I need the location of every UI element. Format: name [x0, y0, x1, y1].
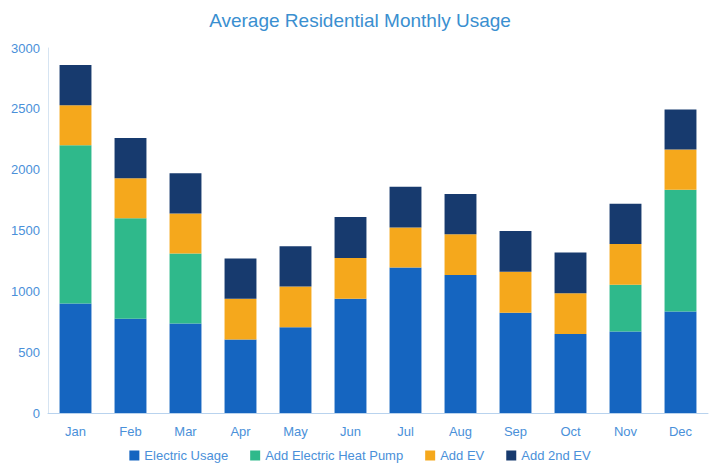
svg-text:Electric Usage: Electric Usage [144, 448, 228, 463]
svg-text:1500: 1500 [11, 223, 40, 238]
svg-text:Nov: Nov [614, 424, 638, 439]
svg-text:2500: 2500 [11, 101, 40, 116]
svg-text:1000: 1000 [11, 284, 40, 299]
svg-text:Jan: Jan [65, 424, 86, 439]
svg-text:0: 0 [33, 406, 40, 421]
svg-text:Sep: Sep [504, 424, 527, 439]
svg-text:Average Residential Monthly Us: Average Residential Monthly Usage [209, 10, 511, 31]
svg-text:May: May [283, 424, 308, 439]
svg-text:Mar: Mar [174, 424, 197, 439]
svg-text:Jun: Jun [340, 424, 361, 439]
svg-text:Oct: Oct [560, 424, 581, 439]
svg-text:Add EV: Add EV [440, 448, 484, 463]
svg-text:Add 2nd EV: Add 2nd EV [521, 448, 591, 463]
svg-text:3000: 3000 [11, 41, 40, 56]
svg-text:Apr: Apr [230, 424, 251, 439]
svg-text:2000: 2000 [11, 162, 40, 177]
svg-text:500: 500 [18, 345, 40, 360]
svg-text:Feb: Feb [119, 424, 141, 439]
svg-text:Aug: Aug [449, 424, 472, 439]
svg-text:Dec: Dec [669, 424, 693, 439]
svg-text:Jul: Jul [397, 424, 414, 439]
svg-text:Add Electric Heat Pump: Add Electric Heat Pump [265, 448, 403, 463]
